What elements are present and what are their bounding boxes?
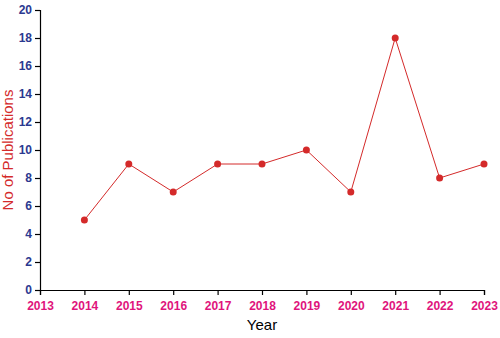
y-axis-line <box>35 11 41 291</box>
marker <box>170 189 177 196</box>
y-tick-label: 16 <box>19 59 33 73</box>
marks <box>81 35 488 224</box>
x-axis: 2013 2014 2015 2016 2017 2018 2019 2020 2021 2022… <box>27 290 498 313</box>
y-tick: 8 <box>25 171 40 185</box>
marker <box>259 161 266 168</box>
chart: 2013201420152016201720182019202020212022… <box>0 0 500 338</box>
x-tick: 2017 <box>205 290 232 313</box>
y-tick-mark <box>35 38 40 39</box>
y-tick-label: 4 <box>25 227 32 241</box>
x-tick-mark <box>129 290 130 295</box>
x-tick-mark <box>262 290 263 295</box>
marker <box>81 217 88 224</box>
x-tick-label: 2014 <box>72 299 99 313</box>
x-tick-label: 2021 <box>382 299 409 313</box>
y-tick: 20 <box>19 3 40 17</box>
y-tick-label: 0 <box>25 283 32 297</box>
y-tick-mark <box>35 10 40 11</box>
y-tick: 12 <box>19 115 40 129</box>
y-tick-label: 6 <box>25 199 32 213</box>
y-tick-mark <box>35 94 40 95</box>
x-tick: 2019 <box>294 290 321 313</box>
y-tick-label: 10 <box>19 143 33 157</box>
x-tick-mark <box>173 290 174 295</box>
x-tick-mark <box>218 290 219 295</box>
x-tick-label: 2015 <box>116 299 143 313</box>
x-axis-line <box>41 291 485 296</box>
x-tick-mark <box>395 290 396 295</box>
marker <box>303 147 310 154</box>
x-tick-mark <box>484 290 485 295</box>
y-tick: 16 <box>19 59 40 73</box>
x-tick-mark <box>440 290 441 295</box>
y-tick-mark <box>35 122 40 123</box>
x-tick: 2016 <box>160 290 187 313</box>
x-tick: 2018 <box>249 290 276 313</box>
y-tick-label: 20 <box>19 3 33 17</box>
x-tick-label: 2023 <box>471 299 498 313</box>
y-tick-label: 18 <box>19 31 33 45</box>
x-tick: 2022 <box>427 290 454 313</box>
x-tick: 2020 <box>338 290 365 313</box>
line <box>84 38 484 220</box>
y-tick: 2 <box>25 255 40 269</box>
x-tick-label: 2017 <box>205 299 232 313</box>
y-axis: 0 2 4 6 8 10 12 14 16 18 20 <box>19 3 41 297</box>
y-axis-title: No of Publications <box>0 90 16 211</box>
x-tick-mark <box>306 290 307 295</box>
y-tick: 4 <box>25 227 40 241</box>
y-tick-mark <box>35 150 40 151</box>
marker <box>347 189 354 196</box>
y-tick: 14 <box>19 87 40 101</box>
x-tick-label: 2019 <box>294 299 321 313</box>
x-tick: 2023 <box>471 290 498 313</box>
marker <box>392 35 399 42</box>
y-tick-label: 14 <box>19 87 33 101</box>
y-tick-mark <box>35 206 40 207</box>
x-tick-label: 2016 <box>160 299 187 313</box>
y-tick: 10 <box>19 143 40 157</box>
y-tick: 0 <box>25 283 40 297</box>
y-tick-label: 2 <box>25 255 32 269</box>
marker <box>436 175 443 182</box>
marker <box>125 161 132 168</box>
y-tick-mark <box>35 290 40 291</box>
x-axis-title: Year <box>247 316 277 333</box>
y-tick: 6 <box>25 199 40 213</box>
y-tick-mark <box>35 178 40 179</box>
y-tick-label: 12 <box>19 115 33 129</box>
marker <box>214 161 221 168</box>
plot: 2013201420152016201720182019202020212022… <box>19 3 499 313</box>
x-tick: 2014 <box>72 290 99 313</box>
x-tick: 2021 <box>382 290 409 313</box>
x-tick-label: 2013 <box>27 299 54 313</box>
x-tick: 2015 <box>116 290 143 313</box>
y-tick-mark <box>35 234 40 235</box>
x-tick-label: 2022 <box>427 299 454 313</box>
x-tick-label: 2018 <box>249 299 276 313</box>
y-tick-mark <box>35 66 40 67</box>
x-tick-label: 2020 <box>338 299 365 313</box>
series <box>81 35 488 224</box>
y-tick: 18 <box>19 31 40 45</box>
x-tick-mark <box>351 290 352 295</box>
marker <box>481 161 488 168</box>
x-tick-mark <box>84 290 85 295</box>
y-tick-label: 8 <box>25 171 32 185</box>
y-tick-mark <box>35 262 40 263</box>
